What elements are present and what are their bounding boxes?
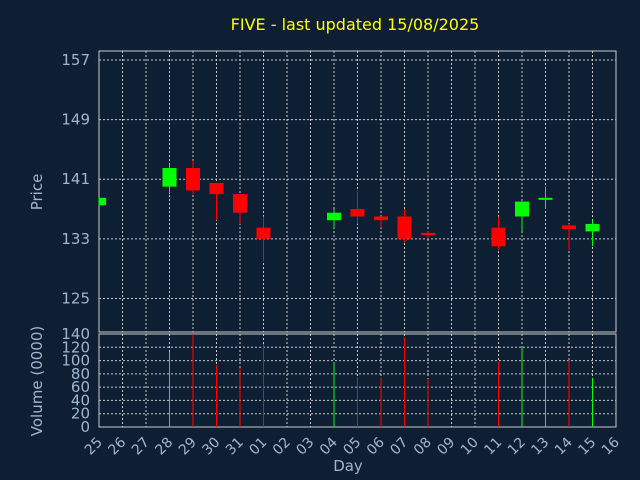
candle-14 [562, 223, 576, 251]
day-tick-label: 01 [246, 435, 270, 459]
candle-04 [327, 209, 341, 228]
day-tick-label: 14 [552, 434, 576, 458]
candle-body [421, 232, 435, 236]
candle-body [515, 201, 529, 217]
day-tick-label: 28 [152, 435, 176, 459]
day-tick-label: 04 [317, 434, 341, 458]
day-tick-label: 27 [129, 435, 153, 459]
candle-15 [585, 220, 600, 247]
candle-08 [421, 231, 435, 239]
volume-tick-label: 120 [61, 338, 90, 356]
x-axis-label: Day [333, 457, 363, 475]
price-axis-label: Price [28, 174, 46, 211]
candle-29 [186, 160, 200, 195]
candle-body [209, 182, 224, 195]
volume-tick-label: 0 [80, 418, 90, 436]
volume-tick-label: 100 [61, 352, 90, 370]
candle-body [562, 225, 576, 230]
volume-bars [169, 334, 593, 427]
day-tick-label: 03 [293, 435, 317, 459]
volume-tick-label: 140 [61, 325, 90, 343]
candle-body [162, 168, 177, 187]
candle-body [491, 227, 506, 247]
candle-25 [98, 197, 106, 206]
volume-tick-label: 80 [71, 365, 90, 383]
candle-body [538, 197, 553, 200]
price-tick-labels: 125 133 141 149 157 [61, 51, 90, 308]
day-tick-label: 26 [105, 434, 129, 458]
candle-body [327, 212, 341, 221]
day-tick-label: 12 [505, 435, 529, 459]
day-tick-label: 15 [575, 435, 599, 459]
price-tick-label: 149 [61, 111, 90, 129]
candle-30 [209, 182, 224, 221]
day-tick-label: 02 [270, 435, 294, 459]
day-tick-label: 11 [481, 435, 505, 459]
candle-body [99, 197, 106, 206]
day-tick-label: 13 [528, 435, 552, 459]
candle-body [585, 223, 600, 232]
candle-body [374, 216, 388, 221]
day-tick-label: 30 [199, 435, 223, 459]
candle-01 [256, 216, 271, 262]
candle-11 [491, 216, 506, 251]
day-tick-label: 09 [434, 435, 458, 459]
candle-07 [397, 209, 412, 243]
candle-31 [233, 194, 247, 224]
candle-28 [162, 164, 177, 195]
candle-06 [374, 216, 388, 228]
candle-13 [538, 186, 553, 210]
price-tick-label: 157 [61, 51, 90, 69]
volume-tick-label: 20 [71, 405, 90, 423]
candle-body [256, 227, 271, 239]
volume-tick-label: 60 [71, 378, 90, 396]
candle-body [350, 209, 365, 217]
candle-12 [515, 201, 529, 232]
day-tick-label: 07 [387, 435, 411, 459]
candle-body [233, 194, 247, 213]
day-tick-label: 31 [223, 435, 247, 459]
volume-tick-label: 40 [71, 391, 90, 409]
price-tick-label: 133 [61, 230, 90, 248]
day-tick-label: 16 [599, 434, 623, 458]
price-tick-label: 125 [61, 289, 90, 307]
volume-axis-label: Volume (0000) [28, 326, 46, 436]
day-tick-label: 08 [411, 435, 435, 459]
candles [98, 160, 600, 262]
day-tick-label: 29 [176, 435, 200, 459]
day-tick-label: 05 [340, 435, 364, 459]
chart-title: FIVE - last updated 15/08/2025 [231, 15, 480, 34]
candle-05 [350, 190, 365, 224]
candle-body [397, 216, 412, 239]
day-tick-label: 10 [458, 435, 482, 459]
day-tick-labels: 25 26 27 28 29 30 31 01 02 03 04 05 06 07 08 09 10 11 12 13… [82, 434, 623, 458]
day-tick-label: 06 [364, 434, 388, 458]
price-tick-label: 141 [61, 170, 90, 188]
day-tick-label: 25 [82, 435, 106, 459]
candle-body [186, 168, 200, 191]
